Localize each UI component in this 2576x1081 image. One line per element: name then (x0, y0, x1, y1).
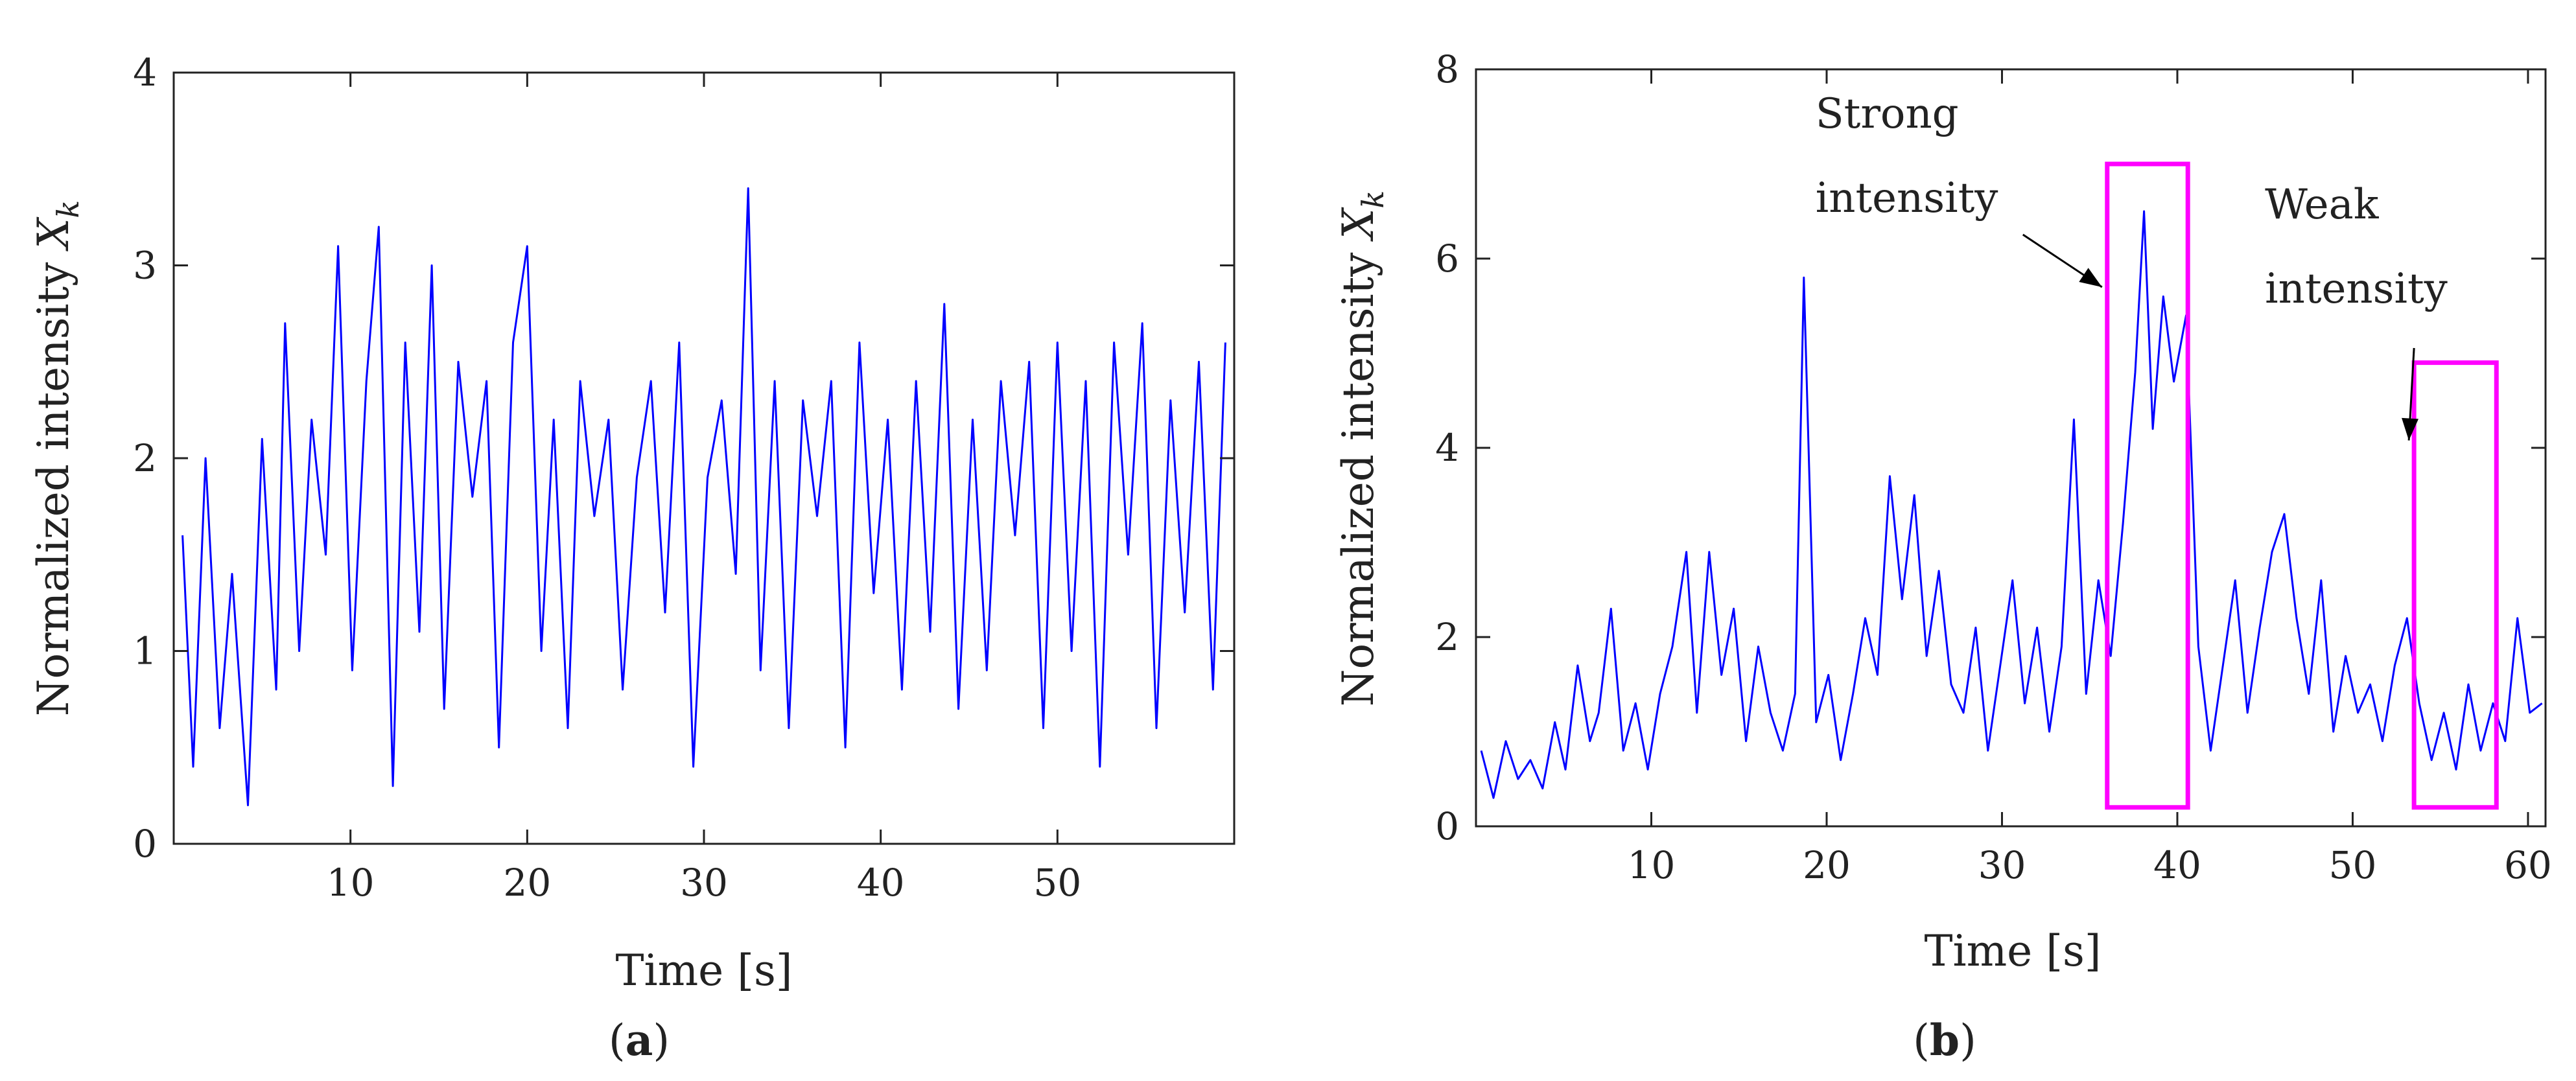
panel-a-y-axis-label: Normalized intensity Xk (29, 200, 86, 717)
panel-b-caption-letter: b (1930, 1015, 1960, 1065)
panel-a-caption: (a) (609, 1015, 670, 1065)
panel-a: 0 1 2 3 4 10 20 30 40 50 Time [s] Normalized int… (29, 51, 1235, 1065)
panel-b-x-axis-label: Time [s] (1924, 926, 2101, 976)
annotation-box-weak (2411, 360, 2499, 810)
panel-b: 0 2 4 6 8 10 20 30 40 50 60 Strong intensity Weak in… (1333, 47, 2552, 1065)
panel-a-y-tick-label: 0 (133, 822, 157, 866)
panel-b-caption: (b) (1913, 1015, 1976, 1065)
panel-b-y-axis-label-text: Normalized intensity (1333, 252, 1383, 706)
panel-a-x-tick-label: 20 (503, 861, 551, 905)
panel-a-x-ticks: 10 20 30 40 50 (327, 73, 1081, 905)
panel-a-x-tick-label: 50 (1033, 861, 1081, 905)
panel-a-y-ticks: 0 1 2 3 4 (133, 51, 1234, 866)
panel-a-y-tick-label: 1 (133, 629, 157, 673)
panel-a-caption-letter: a (626, 1015, 653, 1065)
panel-b-annotations: Strong intensity Weak intensity (1816, 90, 2499, 810)
annotation-text-weak-0: Weak (2265, 181, 2380, 229)
panel-a-x-tick-label: 40 (857, 861, 905, 905)
panel-a-x-tick-label: 30 (680, 861, 728, 905)
panel-b-y-axis-label: Normalized intensity Xk (1333, 191, 1390, 707)
panel-a-series-line (181, 187, 1226, 806)
panel-a-y-axis-subscript: k (51, 200, 86, 218)
panel-b-y-tick-label: 2 (1435, 615, 1459, 659)
panel-a-y-tick-label: 3 (133, 244, 157, 288)
panel-b-y-tick-label: 4 (1435, 426, 1459, 470)
panel-a-x-axis-label: Time [s] (615, 946, 792, 995)
panel-b-y-axis-symbol: X (1333, 207, 1383, 242)
panel-b-plot-area (1480, 210, 2543, 799)
panel-a-plot-area (181, 187, 1226, 806)
panel-b-series-line (1480, 210, 2543, 799)
panel-b-y-tick-label: 8 (1435, 47, 1459, 91)
panel-a-y-axis-symbol: X (29, 216, 78, 252)
panel-b-y-axis-subscript: k (1355, 191, 1390, 209)
annotation-arrowhead-weak (2402, 417, 2419, 441)
annotation-text-strong-1: intensity (1816, 174, 1998, 222)
panel-b-x-tick-label: 60 (2504, 843, 2552, 887)
annotation-arrowhead-strong (2079, 268, 2102, 287)
panel-b-y-tick-label: 6 (1435, 237, 1459, 281)
panel-b-x-tick-label: 10 (1628, 843, 1676, 887)
panel-b-x-tick-label: 50 (2329, 843, 2377, 887)
panel-a-y-axis-label-text: Normalized intensity (29, 262, 78, 716)
panel-b-x-tick-label: 30 (1978, 843, 2026, 887)
panel-a-y-tick-label: 2 (133, 436, 157, 480)
panel-b-x-tick-label: 40 (2153, 843, 2201, 887)
panel-a-x-tick-label: 10 (327, 861, 375, 905)
panel-a-y-tick-label: 4 (133, 51, 157, 95)
panel-b-y-ticks: 0 2 4 6 8 (1435, 47, 2546, 848)
panel-b-x-ticks: 10 20 30 40 50 60 (1628, 69, 2552, 887)
panel-b-x-tick-label: 20 (1803, 843, 1851, 887)
annotation-text-strong-0: Strong (1816, 90, 1959, 138)
panel-b-y-tick-label: 0 (1435, 804, 1459, 848)
annotation-box-strong (2105, 161, 2190, 810)
panel-a-frame (172, 71, 1235, 845)
annotation-text-weak-1: intensity (2265, 265, 2448, 313)
